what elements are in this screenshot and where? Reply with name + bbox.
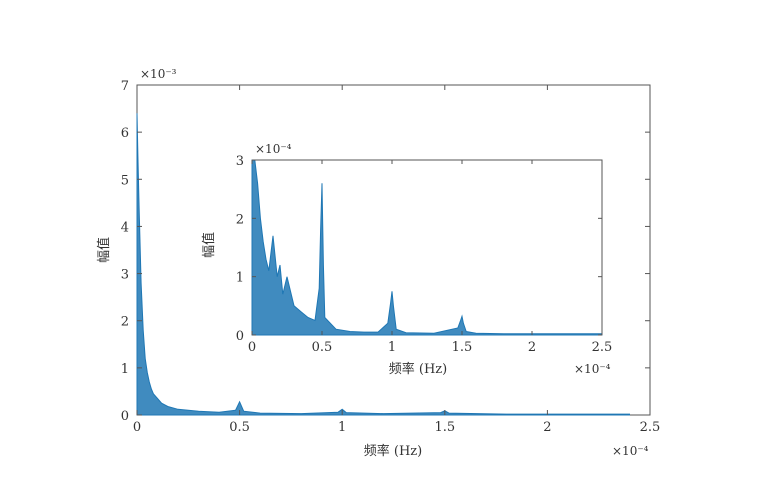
inset-y-tick-label: 2 [236,212,244,227]
main-y-tick-label: 2 [121,315,129,330]
inset-x-ticks: 0 0.5 1 1.5 2 2.5 [248,160,612,355]
main-y-tick-label: 0 [121,409,129,424]
main-x-tick-label: 0 [133,420,141,435]
inset-plot-frame [251,159,603,336]
inset-x-tick-label: 2 [528,340,536,355]
inset-y-ticks: 0 1 2 3 [236,154,602,344]
inset-y-axis-label: 幅值 [201,232,217,258]
inset-x-tick-label: 0.5 [312,340,333,355]
main-x-multiplier: ×10⁻⁴ [612,444,649,458]
main-x-tick-label: 0.5 [229,420,250,435]
main-y-tick-label: 7 [121,79,129,94]
inset-x-multiplier: ×10⁻⁴ [574,362,611,376]
inset-chart: 0 0.5 1 1.5 2 2.5 0 1 2 3 ×10⁻⁴ ×10⁻⁴ 频率 (Hz) 幅值 [201,142,612,377]
inset-x-axis-label: 频率 (Hz) [389,361,447,377]
inset-series-layer [251,159,603,336]
inset-x-tick-label: 2.5 [592,340,613,355]
main-y-tick-label: 6 [121,126,129,141]
inset-x-tick-label: 1.5 [452,340,473,355]
main-x-ticks: 0 0.5 1 1.5 2 2.5 [133,85,660,435]
main-y-tick-label: 1 [121,362,129,377]
main-x-tick-label: 1 [338,420,346,435]
main-x-tick-label: 2.5 [640,420,661,435]
main-x-axis-label: 频率 (Hz) [364,443,422,459]
main-x-tick-label: 1.5 [434,420,455,435]
main-y-axis-label: 幅值 [96,237,112,263]
main-y-multiplier: ×10⁻³ [140,67,177,81]
inset-series-0-area [251,159,603,336]
main-series-0-area [136,113,630,416]
main-y-tick-label: 3 [121,268,129,283]
inset-x-tick-label: 0 [248,340,256,355]
main-y-tick-label: 5 [121,173,129,188]
main-x-tick-label: 2 [543,420,551,435]
main-y-tick-label: 4 [121,220,129,235]
main-y-ticks: 0 1 2 3 4 5 6 7 [121,79,650,424]
inset-x-tick-label: 1 [388,340,396,355]
inset-y-tick-label: 0 [236,329,244,344]
main-series-layer [136,113,630,416]
inset-y-multiplier: ×10⁻⁴ [255,142,292,156]
inset-y-tick-label: 3 [236,154,244,169]
inset-y-tick-label: 1 [236,271,244,286]
